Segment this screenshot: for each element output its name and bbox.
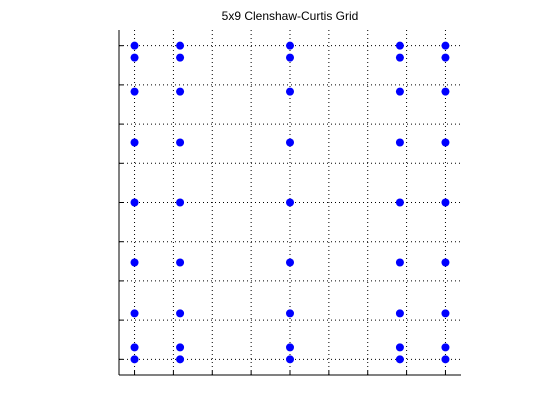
point	[130, 309, 139, 318]
point	[286, 53, 294, 62]
point	[441, 138, 450, 147]
point	[395, 343, 404, 352]
point	[286, 309, 294, 318]
point	[395, 198, 404, 207]
point	[441, 41, 450, 50]
point	[286, 258, 294, 267]
point	[441, 258, 450, 267]
point	[176, 53, 185, 62]
point	[176, 343, 185, 352]
point	[395, 41, 404, 50]
point	[130, 198, 139, 207]
point	[176, 138, 185, 147]
point	[286, 41, 294, 50]
point	[395, 355, 404, 364]
point	[130, 41, 139, 50]
point	[176, 258, 185, 267]
point	[130, 53, 139, 62]
point	[176, 41, 185, 50]
point	[395, 87, 404, 96]
point	[130, 87, 139, 96]
point	[286, 355, 294, 364]
point	[130, 343, 139, 352]
point	[286, 343, 294, 352]
point	[286, 198, 294, 207]
point	[395, 309, 404, 318]
point	[176, 198, 185, 207]
point	[176, 309, 185, 318]
point	[286, 87, 294, 96]
point	[286, 138, 294, 147]
point	[130, 258, 139, 267]
point	[395, 138, 404, 147]
point	[441, 53, 450, 62]
point	[441, 343, 450, 352]
point	[130, 138, 139, 147]
point	[441, 309, 450, 318]
chart-title: 5x9 Clenshaw-Curtis Grid	[222, 9, 359, 23]
point	[176, 87, 185, 96]
point	[441, 87, 450, 96]
point	[130, 355, 139, 364]
point	[395, 53, 404, 62]
point	[441, 198, 450, 207]
point	[176, 355, 185, 364]
point	[395, 258, 404, 267]
point	[441, 355, 450, 364]
